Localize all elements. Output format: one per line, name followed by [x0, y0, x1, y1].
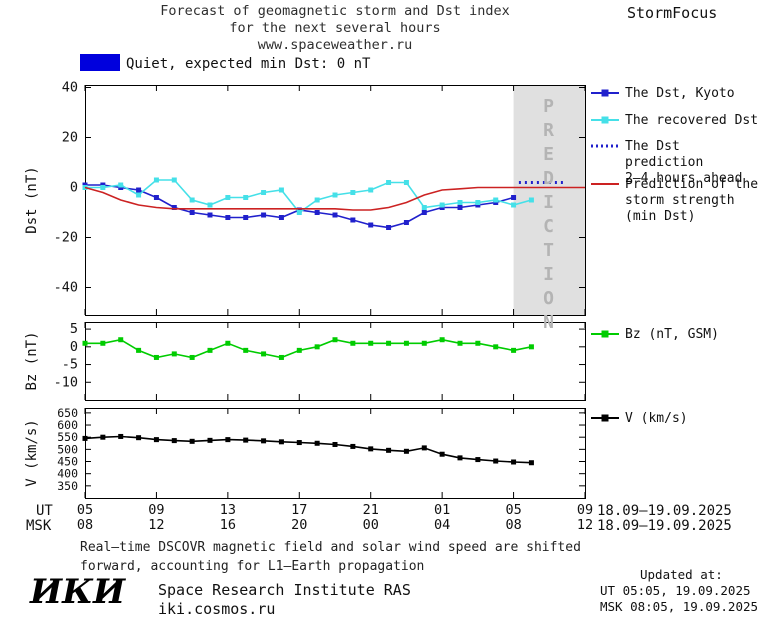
status-text: Quiet, expected min Dst: 0 nT: [126, 56, 371, 72]
series-bz: [85, 338, 532, 359]
svg-text:04: 04: [434, 517, 450, 533]
brand-stormfocus: StormFocus: [627, 4, 718, 22]
title-line-2: for the next several hours: [229, 20, 441, 36]
legend-label-dst-prediction: The Dst prediction 2–4 hours ahead: [625, 139, 743, 186]
updated-msk: MSK 08:05, 19.09.2025: [600, 599, 759, 614]
svg-text:17: 17: [291, 502, 307, 518]
svg-text:21: 21: [363, 502, 379, 518]
msk-date-range: 18.09–19.09.2025: [597, 518, 732, 534]
dst-axis-label: Dst (nT): [24, 166, 40, 234]
legend-item-storm-strength: Prediction of the storm strength (min Ds…: [590, 177, 758, 225]
svg-text:350: 350: [57, 479, 78, 493]
svg-text:-5: -5: [62, 357, 78, 373]
iki-logo: ИКИ: [30, 572, 126, 612]
v-marker-icon: [590, 412, 620, 424]
series-v: [84, 435, 532, 464]
updated-at-label: Updated at:: [640, 567, 723, 582]
svg-text:20: 20: [62, 130, 78, 146]
svg-text:12: 12: [148, 517, 164, 533]
legend-label-storm-strength: Prediction of the storm strength (min Ds…: [625, 177, 759, 224]
legend-item-dst-prediction: The Dst prediction 2–4 hours ahead: [590, 139, 760, 187]
svg-text:13: 13: [220, 502, 236, 518]
svg-text:05: 05: [505, 502, 521, 518]
bz-axis-label: Bz (nT): [24, 331, 40, 391]
ut-row-label: UT: [36, 503, 53, 519]
prediction-band: [513, 85, 585, 315]
svg-text:08: 08: [505, 517, 521, 533]
dst-kyoto-marker-icon: [590, 87, 620, 99]
svg-text:-10: -10: [54, 374, 78, 390]
legend-item-recovered-dst: The recovered Dst: [590, 113, 758, 129]
legend-label-bz: Bz (nT, GSM): [625, 327, 719, 342]
storm-strength-marker-icon: [590, 178, 620, 190]
legend-label-recovered-dst: The recovered Dst: [625, 113, 759, 128]
svg-text:09: 09: [148, 502, 164, 518]
legend-item-bz: Bz (nT, GSM): [590, 327, 719, 343]
svg-text:20: 20: [291, 517, 307, 533]
panel-dst: 40 20 0 -20 -40: [54, 80, 586, 316]
legend-item-dst-kyoto: The Dst, Kyoto: [590, 86, 735, 102]
svg-text:650: 650: [57, 406, 78, 420]
page-title: Forecast of geomagnetic storm and Dst in…: [85, 3, 585, 54]
msk-row-label: MSK: [26, 518, 52, 534]
svg-text:-40: -40: [54, 280, 78, 296]
svg-text:600: 600: [57, 418, 78, 432]
svg-text:0: 0: [70, 180, 78, 196]
svg-text:40: 40: [62, 80, 78, 96]
footnote: Real–time DSCOVR magnetic field and sola…: [80, 538, 581, 576]
svg-text:0: 0: [70, 339, 78, 355]
svg-text:01: 01: [434, 502, 450, 518]
legend-label-dst-kyoto: The Dst, Kyoto: [625, 86, 735, 101]
prediction-band-label: PREDICTION: [538, 96, 559, 336]
updated-ut: UT 05:05, 19.09.2025: [600, 583, 751, 598]
bz-marker-icon: [590, 328, 620, 340]
footnote-line-1: Real–time DSCOVR magnetic field and sola…: [80, 540, 581, 555]
legend-label-v: V (km/s): [625, 411, 688, 426]
quiet-swatch: [80, 54, 120, 71]
ut-date-range: 18.09–19.09.2025: [597, 503, 732, 519]
svg-text:08: 08: [77, 517, 93, 533]
dst-prediction-marker-icon: [590, 140, 620, 152]
title-line-1: Forecast of geomagnetic storm and Dst in…: [160, 3, 510, 19]
svg-text:5: 5: [70, 321, 78, 337]
institute-name: Space Research Institute RAS: [158, 581, 411, 599]
series-storm_strength: [84, 186, 585, 211]
series-recovered: [85, 179, 532, 214]
svg-text:05: 05: [77, 502, 93, 518]
title-url: www.spaceweather.ru: [257, 37, 413, 53]
svg-text:400: 400: [57, 467, 78, 481]
svg-text:-20: -20: [54, 230, 78, 246]
svg-text:550: 550: [57, 430, 78, 444]
institute-site: iki.cosmos.ru: [158, 600, 276, 618]
panel-bz: 5 0 -5-10: [54, 321, 586, 401]
recovered-dst-marker-icon: [590, 114, 620, 126]
svg-text:16: 16: [220, 517, 236, 533]
svg-text:12: 12: [577, 517, 593, 533]
svg-text:450: 450: [57, 455, 78, 469]
legend-item-v: V (km/s): [590, 411, 688, 427]
v-axis-label: V (km/s): [24, 419, 40, 487]
footnote-line-2: forward, accounting for L1–Earth propaga…: [80, 559, 425, 574]
svg-text:500: 500: [57, 442, 78, 456]
svg-text:00: 00: [363, 517, 379, 533]
svg-text:09: 09: [577, 502, 593, 518]
